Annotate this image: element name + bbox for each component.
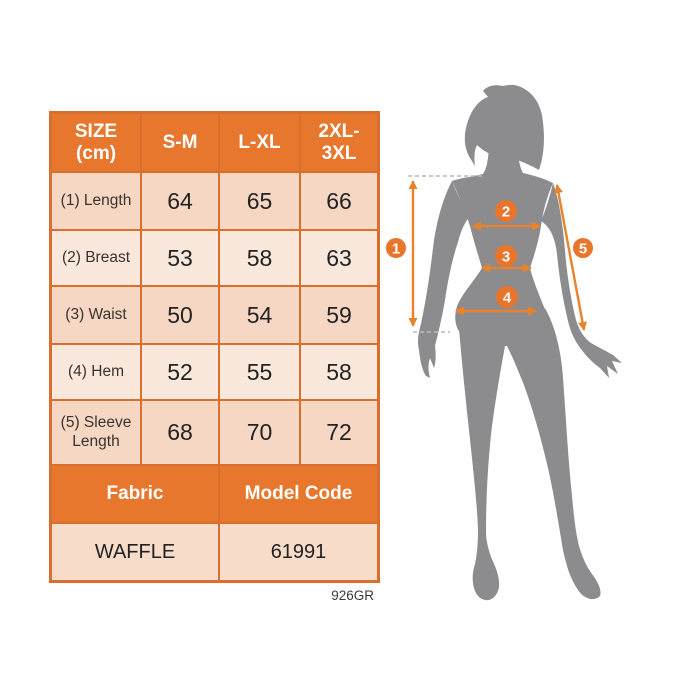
value-sleeve-2xl3xl: 72 [301, 401, 377, 464]
marker-badge-1: 1 [386, 238, 406, 258]
value-breast-2xl3xl: 63 [301, 231, 377, 285]
marker-number-2: 2 [502, 204, 510, 221]
body-silhouette-svg: 1 2 3 4 5 [386, 84, 622, 601]
marker-circle-5 [573, 238, 593, 258]
row-label-length: (1) Length [52, 173, 140, 229]
marker-badge-2: 2 [495, 200, 517, 222]
product-code-caption: 926GR [331, 588, 374, 603]
size-table: SIZE (cm) S-M L-XL 2XL-3XL (1) Length 64… [49, 111, 380, 583]
row-label-waist: (3) Waist [52, 287, 140, 343]
marker-number-4: 4 [503, 290, 512, 307]
value-breast-lxl: 58 [220, 231, 299, 285]
value-sleeve-lxl: 70 [220, 401, 299, 464]
silhouette-right-leg [507, 308, 601, 600]
row-label-breast: (2) Breast [52, 231, 140, 285]
footer-header-fabric: Fabric [52, 466, 218, 522]
marker-circle-2 [495, 200, 517, 222]
marker-number-3: 3 [502, 249, 510, 266]
value-hem-lxl: 55 [220, 345, 299, 399]
marker-number-5: 5 [579, 241, 587, 258]
silhouette-left-arm [417, 181, 470, 378]
footer-header-model-code: Model Code [220, 466, 377, 522]
value-waist-lxl: 54 [220, 287, 299, 343]
silhouette-left-leg [458, 316, 505, 601]
silhouette-hair-head [464, 84, 544, 170]
value-length-sm: 64 [142, 173, 218, 229]
footer-value-model-code: 61991 [220, 524, 377, 580]
value-hem-sm: 52 [142, 345, 218, 399]
marker-badge-3: 3 [495, 245, 517, 267]
marker-circle-3 [495, 245, 517, 267]
marker-circle-1 [386, 238, 406, 258]
header-cell-s-m: S-M [142, 114, 218, 171]
sleeve-arrow-5 [554, 184, 587, 331]
value-length-2xl3xl: 66 [301, 173, 377, 229]
value-waist-2xl3xl: 59 [301, 287, 377, 343]
value-waist-sm: 50 [142, 287, 218, 343]
header-cell-l-xl: L-XL [220, 114, 299, 171]
footer-value-fabric: WAFFLE [52, 524, 218, 580]
marker-badge-5: 5 [573, 238, 593, 258]
marker-number-1: 1 [392, 241, 400, 258]
female-silhouette [417, 84, 622, 601]
value-breast-sm: 53 [142, 231, 218, 285]
header-cell-2xl-3xl: 2XL-3XL [301, 114, 377, 171]
row-label-sleeve-length: (5) Sleeve Length [52, 401, 140, 464]
value-length-lxl: 65 [220, 173, 299, 229]
marker-circle-4 [496, 286, 518, 308]
value-sleeve-sm: 68 [142, 401, 218, 464]
measurement-diagram: 1 2 3 4 5 [382, 78, 638, 613]
row-label-hem: (4) Hem [52, 345, 140, 399]
marker-badge-4: 4 [496, 286, 518, 308]
value-hem-2xl3xl: 58 [301, 345, 377, 399]
header-cell-size-cm: SIZE (cm) [52, 114, 140, 171]
